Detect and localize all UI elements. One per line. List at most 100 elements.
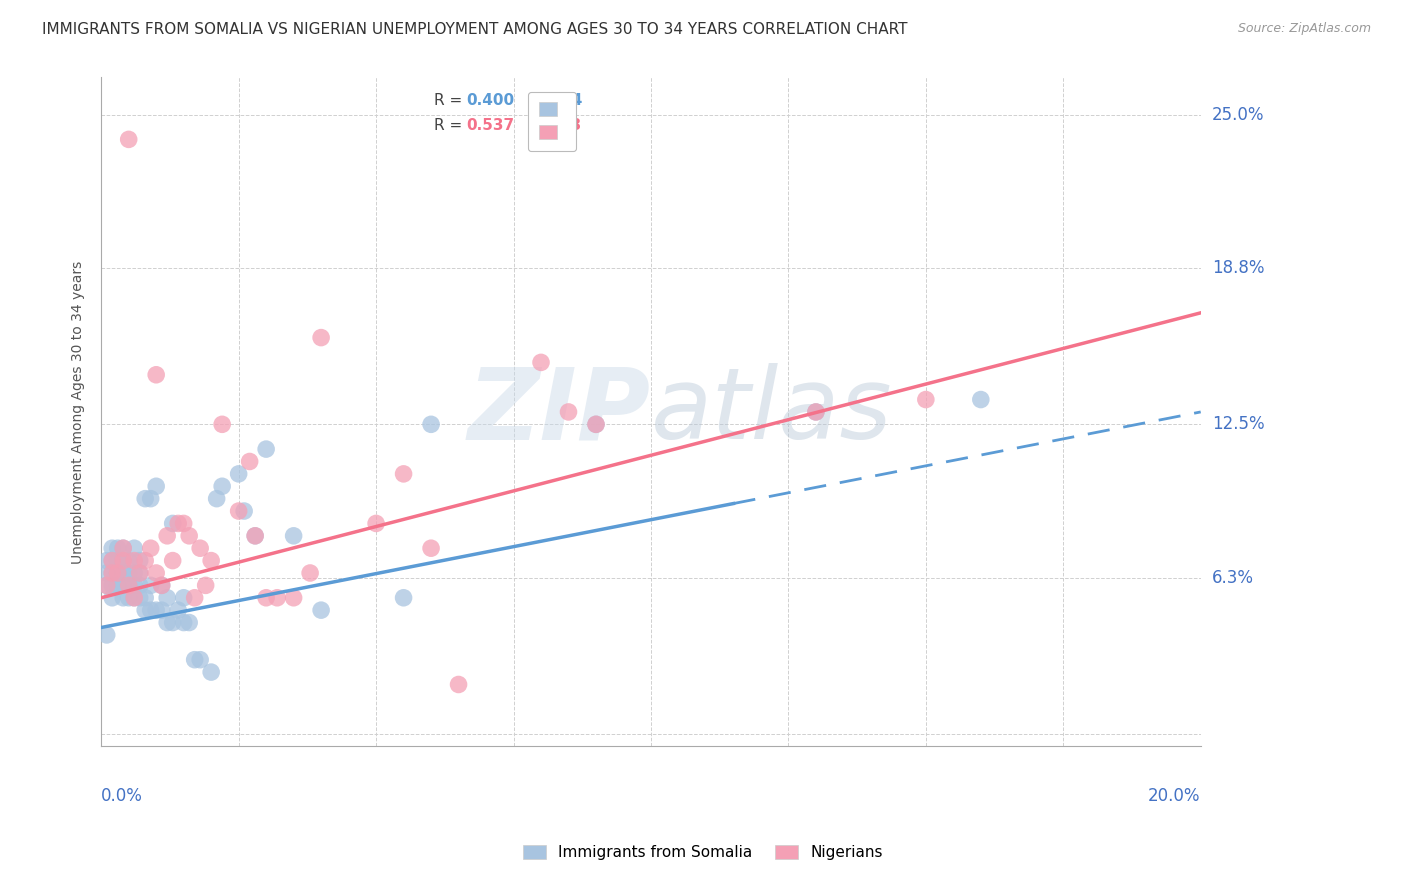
Point <box>107 566 129 580</box>
Point <box>914 392 936 407</box>
Point <box>156 615 179 630</box>
Point <box>128 566 150 580</box>
Point <box>420 541 443 556</box>
Point <box>118 553 141 567</box>
Point <box>139 541 162 556</box>
Point <box>309 330 332 344</box>
Point <box>283 529 305 543</box>
Point <box>145 603 167 617</box>
Point <box>96 566 118 580</box>
Text: 43: 43 <box>561 118 582 133</box>
Point <box>266 591 288 605</box>
Point <box>96 578 118 592</box>
Text: R =: R = <box>434 118 467 133</box>
Point <box>364 516 387 531</box>
Point <box>139 491 162 506</box>
Text: Source: ZipAtlas.com: Source: ZipAtlas.com <box>1237 22 1371 36</box>
Point <box>134 603 156 617</box>
Point <box>200 553 222 567</box>
Point <box>200 665 222 679</box>
Point <box>128 578 150 592</box>
Point <box>254 442 277 456</box>
Point <box>101 541 124 556</box>
Point <box>150 578 173 592</box>
Point <box>128 591 150 605</box>
Point <box>585 417 607 432</box>
Point <box>107 541 129 556</box>
Point <box>254 591 277 605</box>
Point <box>96 553 118 567</box>
Point <box>173 591 195 605</box>
Text: 25.0%: 25.0% <box>1212 105 1264 124</box>
Text: atlas: atlas <box>651 363 893 460</box>
Point <box>179 529 201 543</box>
Point <box>804 405 827 419</box>
Y-axis label: Unemployment Among Ages 30 to 34 years: Unemployment Among Ages 30 to 34 years <box>72 260 86 564</box>
Point <box>122 578 145 592</box>
Point <box>283 591 305 605</box>
Point <box>167 603 190 617</box>
Point <box>211 417 233 432</box>
Point <box>156 529 179 543</box>
Point <box>557 405 579 419</box>
Text: 6.3%: 6.3% <box>1212 569 1254 587</box>
Point <box>122 591 145 605</box>
Point <box>173 516 195 531</box>
Point <box>447 677 470 691</box>
Point <box>112 541 135 556</box>
Point <box>107 578 129 592</box>
Point <box>101 553 124 567</box>
Point <box>150 603 173 617</box>
Point <box>134 591 156 605</box>
Point <box>128 566 150 580</box>
Point <box>167 516 190 531</box>
Text: 0.537: 0.537 <box>467 118 515 133</box>
Legend: , : , <box>529 92 575 151</box>
Text: 20.0%: 20.0% <box>1149 787 1201 805</box>
Text: ZIP: ZIP <box>468 363 651 460</box>
Point <box>145 479 167 493</box>
Point <box>530 355 553 369</box>
Point <box>392 591 415 605</box>
Point <box>145 566 167 580</box>
Point <box>134 491 156 506</box>
Point <box>150 578 173 592</box>
Point <box>118 578 141 592</box>
Point <box>188 541 211 556</box>
Point <box>183 591 205 605</box>
Point <box>118 578 141 592</box>
Point <box>134 553 156 567</box>
Point <box>112 541 135 556</box>
Point <box>112 553 135 567</box>
Point <box>145 368 167 382</box>
Point <box>970 392 993 407</box>
Point <box>112 553 135 567</box>
Point <box>118 591 141 605</box>
Point <box>228 467 250 481</box>
Point <box>188 653 211 667</box>
Point <box>96 628 118 642</box>
Point <box>139 578 162 592</box>
Text: N =: N = <box>533 94 567 108</box>
Point <box>101 591 124 605</box>
Point <box>162 553 184 567</box>
Point <box>118 566 141 580</box>
Point <box>239 454 262 468</box>
Point <box>420 417 443 432</box>
Point <box>101 566 124 580</box>
Point <box>183 653 205 667</box>
Point <box>233 504 256 518</box>
Point <box>101 553 124 567</box>
Text: 18.8%: 18.8% <box>1212 260 1264 277</box>
Point <box>162 615 184 630</box>
Point <box>194 578 217 592</box>
Point <box>156 591 179 605</box>
Point <box>122 553 145 567</box>
Point <box>112 566 135 580</box>
Point <box>392 467 415 481</box>
Point <box>179 615 201 630</box>
Point <box>101 578 124 592</box>
Point <box>299 566 322 580</box>
Point <box>122 541 145 556</box>
Text: R =: R = <box>434 94 467 108</box>
